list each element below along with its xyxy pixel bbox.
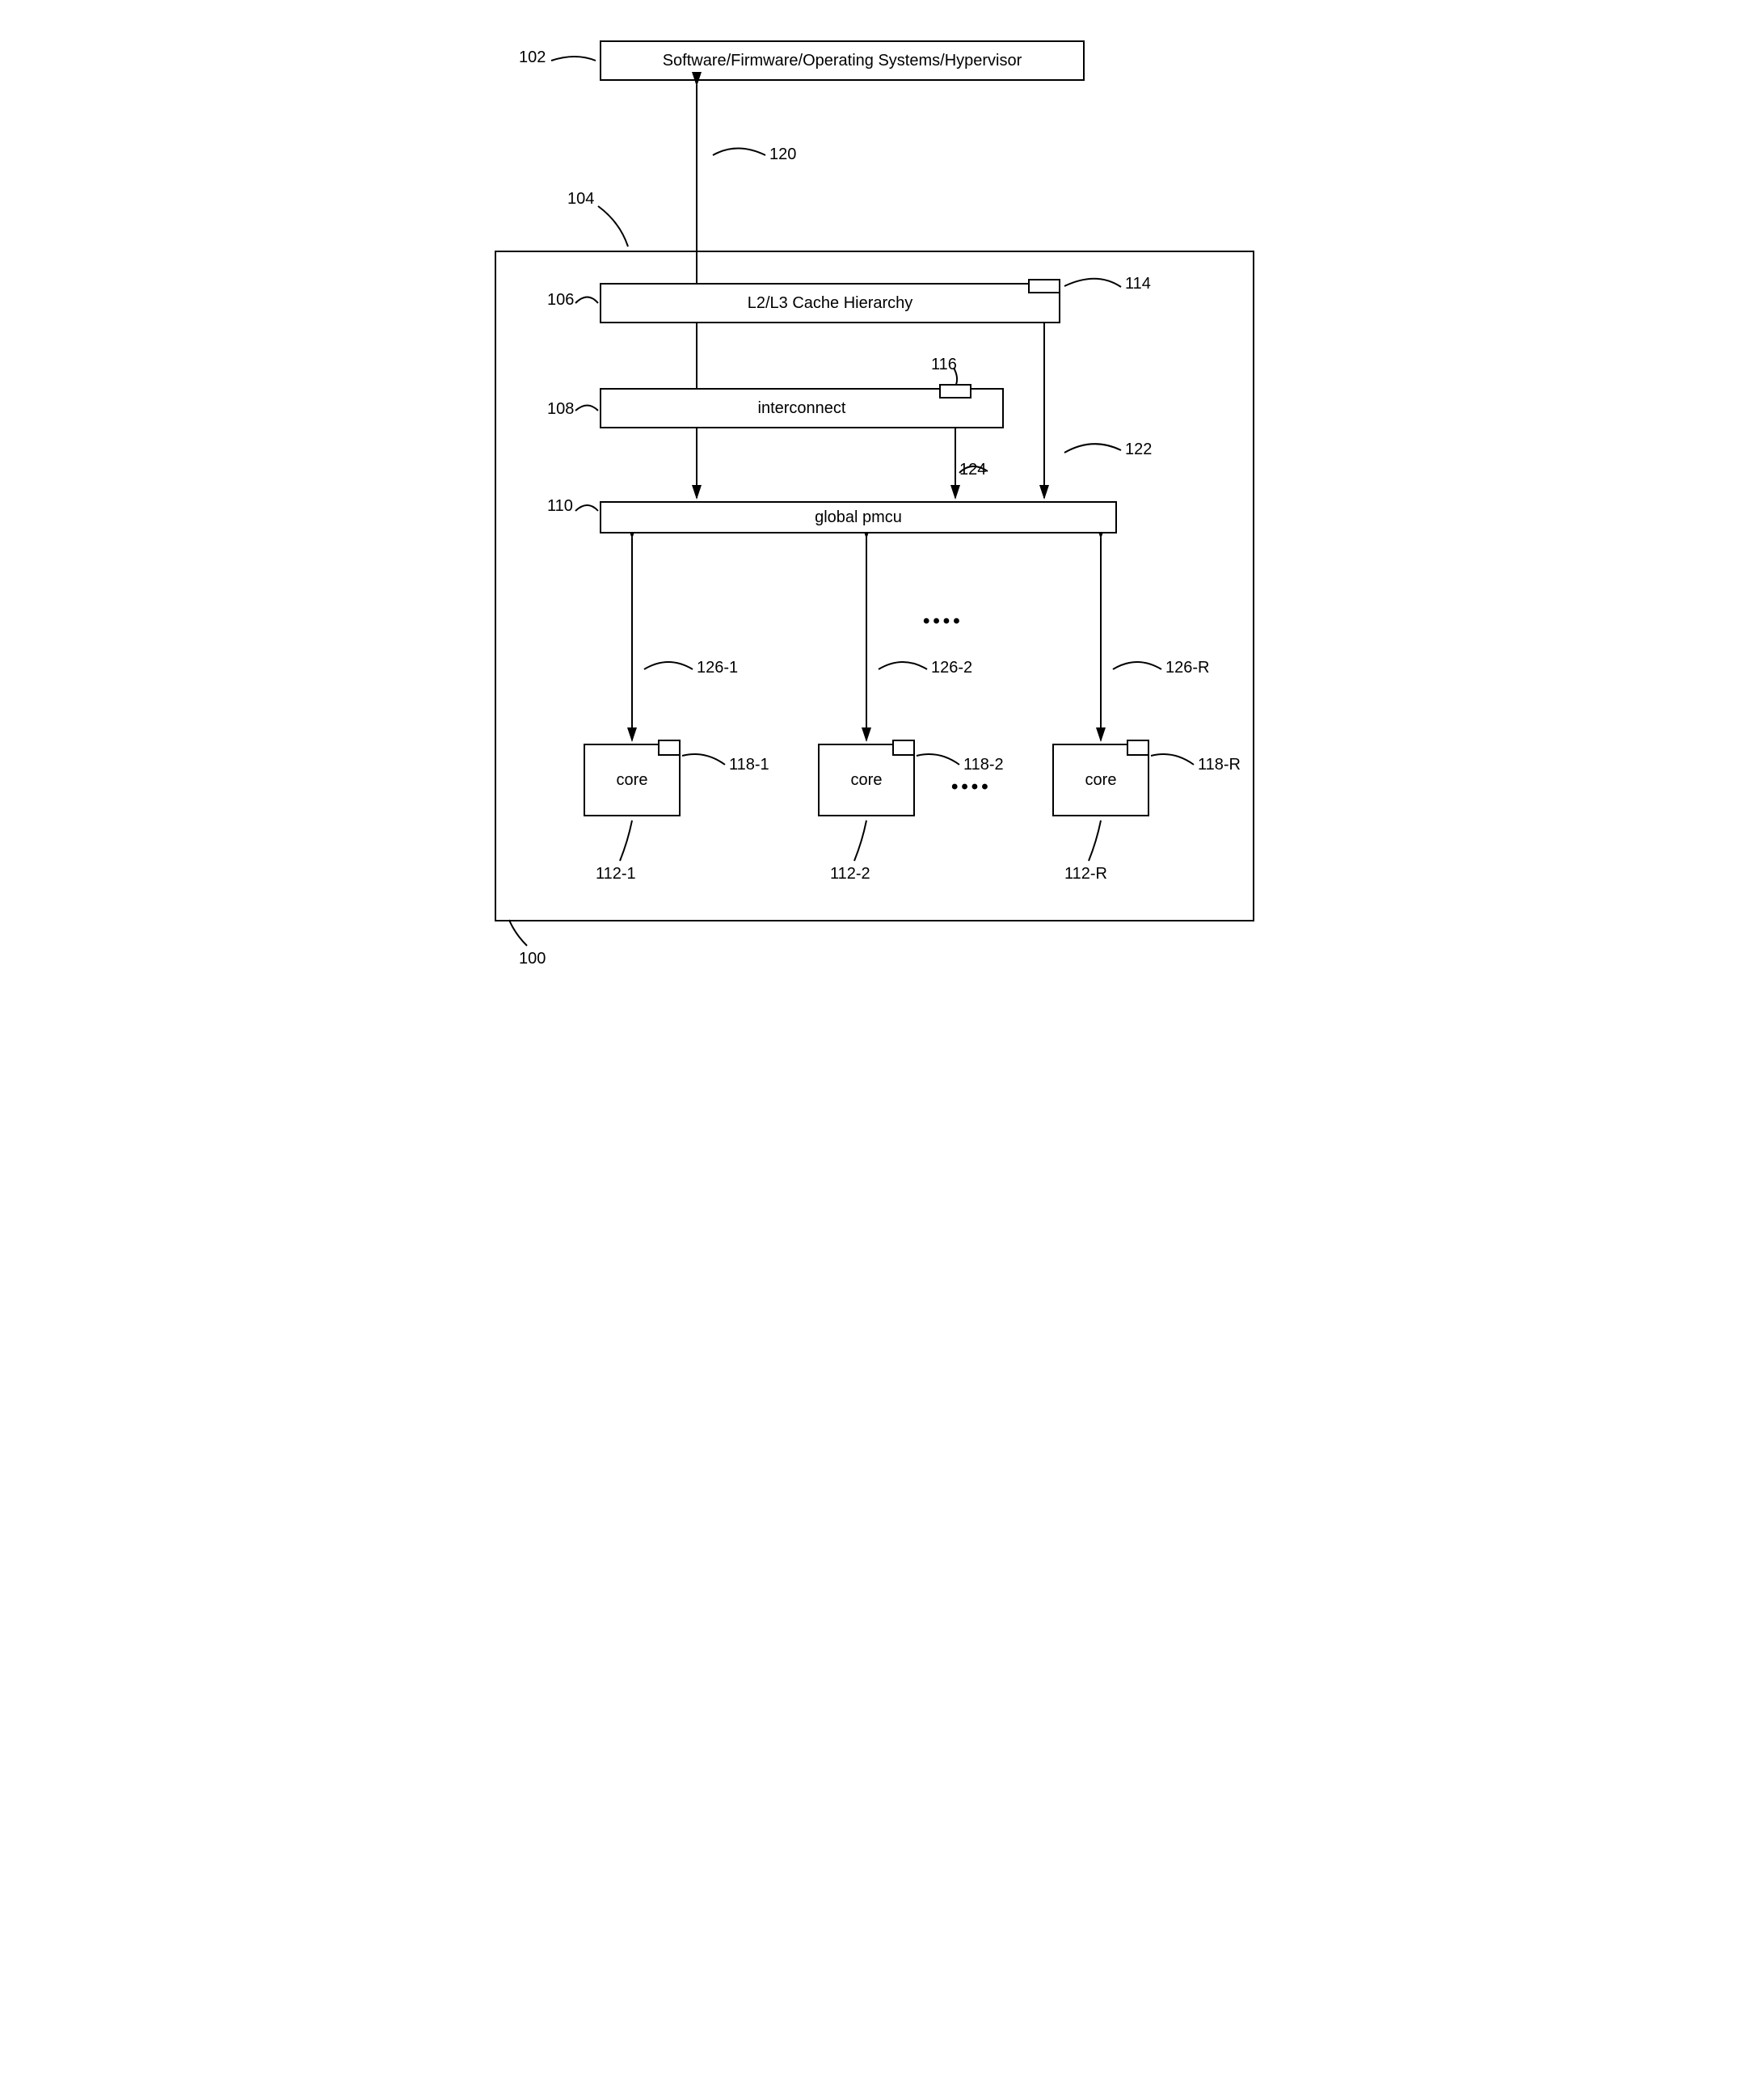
core-label-r: core	[1085, 771, 1117, 790]
ref-104: 104	[567, 190, 594, 209]
ref-126-2: 126-2	[931, 659, 972, 677]
software-block: Software/Firmware/Operating Systems/Hype…	[600, 40, 1085, 81]
ref-126-r: 126-R	[1165, 659, 1209, 677]
ref-126-1: 126-1	[697, 659, 738, 677]
ref-112-1: 112-1	[596, 865, 636, 883]
interconnect-label: interconnect	[758, 399, 846, 418]
core-notch-2	[892, 740, 915, 756]
ellipsis-bottom: ••••	[951, 776, 992, 799]
cache-block: L2/L3 Cache Hierarchy	[600, 283, 1060, 323]
core-label-2: core	[851, 771, 883, 790]
chip-container	[495, 251, 1254, 921]
core-notch-r	[1127, 740, 1149, 756]
ref-118-2: 118-2	[963, 756, 1004, 774]
software-label: Software/Firmware/Operating Systems/Hype…	[663, 52, 1022, 70]
cache-notch	[1028, 279, 1060, 293]
ref-120: 120	[769, 145, 796, 164]
pmcu-label: global pmcu	[815, 508, 902, 527]
ref-106: 106	[547, 291, 574, 310]
interconnect-notch	[939, 384, 971, 398]
core-label-1: core	[617, 771, 648, 790]
ref-122: 122	[1125, 441, 1152, 459]
core-notch-1	[658, 740, 681, 756]
ref-100: 100	[519, 950, 546, 968]
ref-112-r: 112-R	[1064, 865, 1107, 883]
ref-118-1: 118-1	[729, 756, 769, 774]
ellipsis-top: ••••	[923, 610, 963, 633]
pmcu-block: global pmcu	[600, 501, 1117, 533]
ref-114: 114	[1125, 275, 1151, 293]
ref-110: 110	[547, 497, 573, 516]
ref-108: 108	[547, 400, 574, 419]
ref-112-2: 112-2	[830, 865, 870, 883]
ref-102: 102	[519, 48, 546, 67]
ref-124: 124	[959, 461, 986, 479]
ref-116: 116	[931, 356, 957, 374]
cache-label: L2/L3 Cache Hierarchy	[748, 294, 913, 313]
ref-118-r: 118-R	[1198, 756, 1241, 774]
system-diagram: Software/Firmware/Operating Systems/Hype…	[470, 32, 1279, 1002]
